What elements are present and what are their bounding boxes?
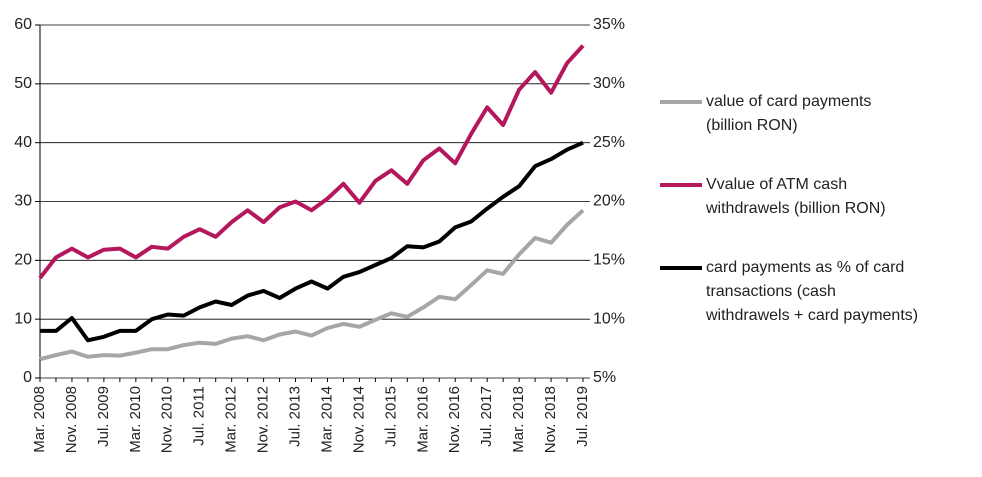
y2-tick-label: 15% (593, 252, 625, 269)
legend-label: card payments as % of card transactions … (706, 259, 919, 324)
x-tick-label: Nov. 2016 (446, 386, 463, 453)
y-tick-label: 10 (14, 310, 32, 327)
y-tick-label: 0 (23, 369, 32, 386)
y2-tick-label: 20% (593, 193, 625, 210)
x-tick-label: Jul. 2013 (286, 386, 303, 447)
y2-tick-label: 35% (593, 16, 625, 33)
y-tick-label: 30 (14, 193, 32, 210)
x-tick-label: Mar. 2010 (127, 386, 144, 453)
series-line (38, 44, 585, 280)
y2-tick-label: 30% (593, 75, 625, 92)
y2-tick-label: 25% (593, 134, 625, 151)
legend-swatch (660, 266, 702, 270)
x-tick-label: Jul. 2009 (95, 386, 112, 447)
x-tick-label: Mar. 2018 (510, 386, 527, 453)
x-tick-label: Mar. 2016 (414, 386, 431, 453)
y-tick-label: 40 (14, 134, 32, 151)
y2-tick-label: 5% (593, 369, 616, 386)
legend-swatch (660, 100, 702, 104)
x-tick-label: Jul. 2011 (191, 386, 208, 446)
legend-item: value of card payments (billion RON) (660, 90, 920, 138)
x-tick-label: Jul. 2017 (478, 386, 495, 447)
x-tick-label: Mar. 2008 (31, 386, 48, 453)
x-tick-label: Mar. 2012 (223, 386, 240, 453)
x-tick-label: Mar. 2014 (318, 386, 335, 453)
y2-tick-label: 10% (593, 310, 625, 327)
legend-label: Vvalue of ATM cash withdrawels (billion … (706, 176, 886, 217)
x-tick-label: Jul. 2015 (382, 386, 399, 447)
x-tick-label: Nov. 2018 (542, 386, 559, 453)
legend-item: Vvalue of ATM cash withdrawels (billion … (660, 173, 920, 221)
legend-label: value of card payments (billion RON) (706, 93, 872, 134)
series-line (40, 140, 584, 343)
legend-item: card payments as % of card transactions … (660, 256, 920, 328)
x-tick-label: Nov. 2012 (255, 386, 272, 453)
x-tick-label: Nov. 2008 (63, 386, 80, 453)
legend-swatch (660, 183, 702, 187)
x-tick-label: Nov. 2014 (350, 386, 367, 453)
y-tick-label: 50 (14, 75, 32, 92)
y-tick-label: 20 (14, 252, 32, 269)
y-tick-label: 60 (14, 16, 32, 33)
x-tick-label: Nov. 2010 (159, 386, 176, 453)
x-tick-label: Jul. 2019 (574, 386, 591, 447)
series-line (39, 208, 585, 362)
